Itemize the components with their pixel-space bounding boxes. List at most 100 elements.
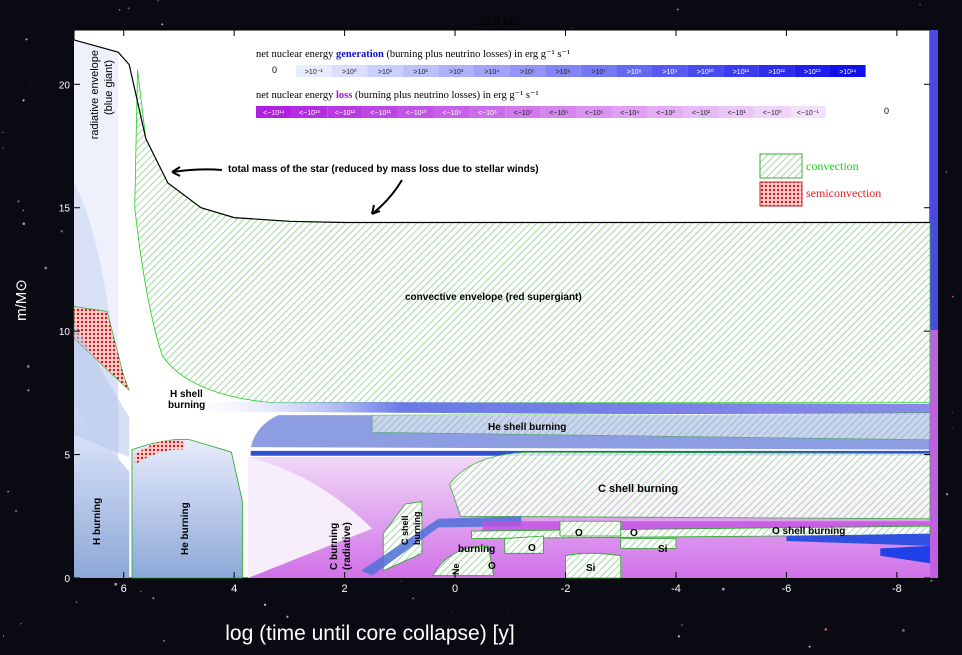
x-tick-label: 6 [121,583,127,595]
loss-legend-label: <−10⁹ [442,110,461,117]
y-tick-label: 0 [64,574,70,585]
star [952,428,953,429]
loss-legend-label: <−10⁴ [620,110,639,117]
label-c-burning-1: C burning [329,523,340,570]
convection-key-label: convection [806,159,859,173]
star [824,628,827,631]
semiconvection-key-label: semiconvection [806,186,881,200]
label-h-shell-1: H shell [170,389,203,400]
generation-legend-label: >10³ [449,69,464,76]
x-tick-label: 4 [231,583,237,595]
loss-legend-zero: 0 [884,106,889,116]
x-tick-label: -4 [671,583,681,595]
loss-legend-label: <−10¹⁴ [263,110,284,117]
star [26,38,28,40]
star [22,99,24,101]
star [919,4,921,6]
loss-legend-label: <−10³ [656,110,675,117]
star [7,491,8,492]
star [17,118,18,119]
loss-legend-label: <−10¹⁰ [406,109,427,117]
star [13,159,14,160]
star [22,222,25,225]
chart-title: 22.0 M⊙ [479,16,522,28]
generation-legend-label: >10⁵ [520,69,535,76]
o-region-2 [505,536,544,553]
c-shell-convective [450,452,930,519]
generation-legend-label: >10⁶ [556,69,571,76]
label-si-1: Si [658,544,668,555]
star [508,613,509,614]
label-blue-giant: (blue giant) [103,60,115,115]
star [30,82,31,83]
star [946,171,947,172]
label-c-burning-2: (radiative) [342,522,353,570]
si-region-1 [621,539,676,549]
star [3,147,4,148]
x-tick-label: -8 [892,583,902,595]
loss-legend-label: <−10⁻¹ [797,110,820,117]
label-he-shell: He shell burning [488,422,566,433]
star [930,580,932,582]
generation-legend-label: >10⁷ [591,69,606,76]
x-tick-label: 0 [452,583,458,595]
star [161,23,163,25]
star [27,389,29,391]
generation-legend-label: >10¹³ [804,69,821,76]
loss-legend-label: <−10¹² [335,110,356,117]
label-radiative-envelope: radiative envelope [89,50,101,139]
star [902,629,905,632]
star [163,640,165,642]
star [572,28,573,29]
star [401,581,402,582]
star [412,597,414,599]
star [677,9,679,11]
loss-legend-label: <−10² [692,110,711,117]
star [158,0,160,1]
generation-legend-label: >10¹⁴ [839,69,856,76]
star [952,296,954,298]
x-tick-label: -6 [782,583,792,595]
x-axis-label: log (time until core collapse) [y] [225,622,514,645]
semiconvection-swatch [760,182,802,206]
label-si-2: Si [586,563,596,574]
star [286,616,288,618]
generation-legend-label: >10⁻¹ [305,69,324,76]
star [946,493,948,495]
x-tick-label: -2 [561,583,571,595]
generation-legend-label: >10¹⁰ [697,68,714,76]
star [452,613,453,614]
generation-legend-title: net nuclear energy generation (burning p… [256,49,570,60]
star [76,601,78,603]
generation-legend-label: >10⁰ [342,68,357,76]
loss-legend-label: <−10¹³ [299,110,320,117]
loss-legend-label: <−10¹¹ [370,110,391,117]
y-tick-label: 20 [59,80,71,91]
label-c-shell-small-2: burning [412,512,422,546]
loss-legend-label: <−10⁸ [478,110,497,117]
label-convective-envelope: convective envelope (red supergiant) [405,292,582,303]
label-total-mass: total mass of the star (reduced by mass … [228,164,539,175]
label-he-burning: He burning [180,502,191,555]
loss-legend-title: net nuclear energy loss (burning plus ne… [256,90,539,101]
generation-legend-label: >10⁹ [662,69,677,76]
y-tick-label: 10 [59,327,71,338]
label-h-burning: H burning [92,498,103,545]
star [140,591,142,593]
generation-legend-label: >10⁴ [484,69,499,76]
star [119,9,121,11]
label-c-shell-small-1: C shell [400,515,410,545]
star [681,624,682,625]
label-o-burning: burning [458,544,495,555]
loss-legend-label: <−10⁷ [514,110,533,117]
star [128,7,130,9]
star [722,588,725,591]
star [114,583,117,586]
star [17,200,19,202]
star [20,623,22,625]
y-axis-label: m/M⊙ [13,279,30,321]
generation-legend-label: >10¹¹ [733,69,750,76]
y-tick-label: 15 [59,204,71,215]
star [27,365,30,368]
o-region-3 [560,521,621,536]
